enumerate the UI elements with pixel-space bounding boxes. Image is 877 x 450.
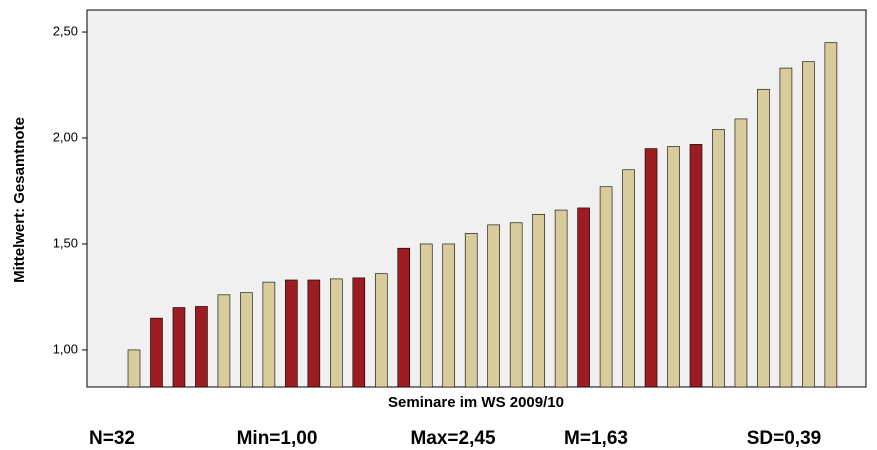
bar bbox=[712, 129, 725, 388]
bar bbox=[330, 278, 343, 388]
bar bbox=[509, 222, 523, 388]
bar bbox=[285, 279, 298, 388]
y-axis-title: Mittelwert: Gesamtnote bbox=[11, 117, 28, 283]
bar bbox=[195, 306, 208, 388]
bar bbox=[419, 243, 433, 388]
bar bbox=[442, 243, 456, 388]
bar bbox=[172, 307, 186, 388]
y-tick-label: 1,50 bbox=[53, 235, 78, 250]
x-axis-title: Seminare im WS 2009/10 bbox=[388, 394, 564, 411]
stat-label: M=1,63 bbox=[564, 428, 628, 449]
stat-label: N=32 bbox=[89, 428, 135, 449]
bar bbox=[667, 146, 680, 388]
stat-label: SD=0,39 bbox=[747, 428, 821, 449]
bar bbox=[577, 207, 590, 388]
bar bbox=[374, 273, 388, 388]
bar bbox=[734, 118, 748, 388]
bar bbox=[262, 281, 276, 388]
bar bbox=[802, 61, 815, 388]
bar bbox=[554, 209, 568, 388]
bar bbox=[689, 144, 703, 388]
bar bbox=[352, 277, 366, 388]
y-tick-label: 2,50 bbox=[53, 23, 78, 38]
bar bbox=[757, 88, 770, 388]
bar bbox=[397, 247, 411, 388]
bar bbox=[217, 294, 231, 388]
stat-label: Max=2,45 bbox=[410, 428, 495, 449]
bar bbox=[127, 349, 141, 388]
bar bbox=[644, 148, 658, 388]
y-tick-label: 1,00 bbox=[53, 341, 78, 356]
bar bbox=[487, 224, 500, 388]
bar bbox=[240, 292, 253, 388]
bar bbox=[622, 169, 635, 388]
bar bbox=[150, 317, 163, 388]
stat-label: Min=1,00 bbox=[237, 428, 318, 449]
bar bbox=[464, 233, 478, 388]
bar bbox=[779, 67, 793, 388]
bar bbox=[532, 213, 545, 388]
bar bbox=[307, 279, 321, 388]
y-tick-label: 2,00 bbox=[53, 129, 78, 144]
bar bbox=[599, 186, 613, 388]
bar bbox=[824, 42, 838, 388]
